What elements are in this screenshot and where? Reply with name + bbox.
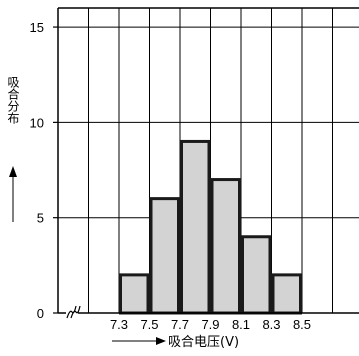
axis-break-mark [66,305,81,319]
x-tick-label: 7.5 [140,317,158,332]
bar [271,273,302,315]
x-tick-label: 7.3 [110,317,128,332]
bar [180,139,211,315]
y-axis-arrow [9,166,17,222]
x-axis-arrow [112,337,166,345]
x-tick-label: 8.1 [232,317,250,332]
y-tick-label: 15 [30,20,44,35]
x-tick-labels: 7.3 7.5 7.7 7.9 8.1 8.3 8.5 [110,317,311,332]
bar [149,197,180,315]
y-tick-labels: 0 5 10 15 [30,20,44,321]
plot-frame [53,7,359,314]
y-tick-label: 5 [37,211,44,226]
bars [119,139,302,315]
y-tick-label: 0 [37,306,44,321]
x-tick-label: 8.5 [293,317,311,332]
y-tick-label: 10 [30,115,44,130]
bar [210,178,241,315]
x-axis-label: 吸合电压(V) [168,335,239,350]
x-tick-label: 8.3 [262,317,280,332]
y-axis-label: 吸合分布 [6,76,20,125]
bar [119,273,150,315]
bar [241,235,272,315]
x-tick-label: 7.9 [201,317,219,332]
x-tick-label: 7.7 [171,317,189,332]
